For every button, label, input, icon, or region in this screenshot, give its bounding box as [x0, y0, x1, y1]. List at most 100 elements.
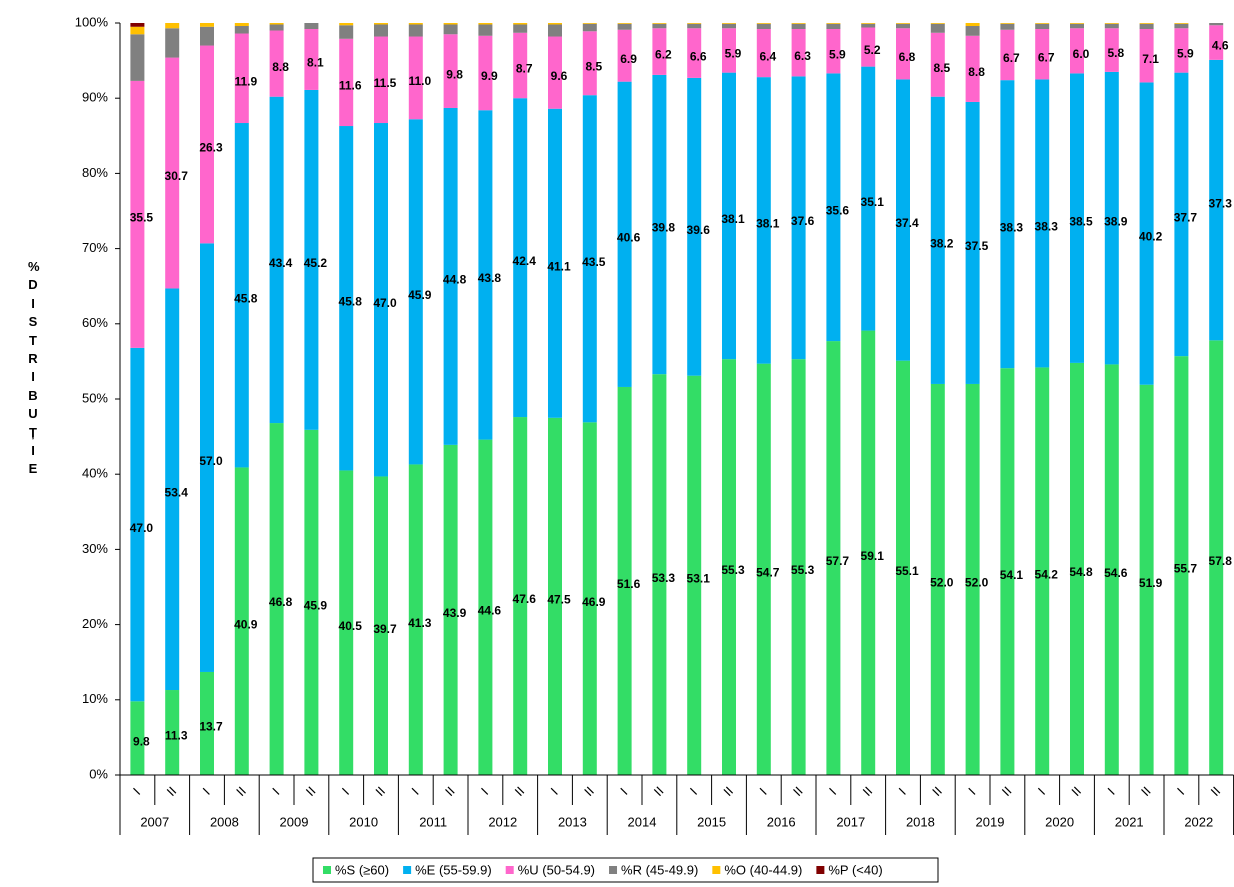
legend-label: %E (55-59.9)	[415, 862, 492, 877]
bar-segment	[269, 96, 284, 424]
value-label: 40.6	[617, 230, 641, 244]
bar-segment	[339, 25, 354, 39]
value-label: 9.8	[133, 734, 150, 748]
x-tick-label: I	[478, 785, 491, 798]
bar-segment	[443, 34, 458, 108]
value-label: 53.3	[652, 571, 676, 585]
value-label: 6.7	[1038, 50, 1055, 64]
bar-segment	[826, 341, 841, 775]
bar-segment	[652, 23, 667, 29]
value-label: 6.2	[655, 48, 672, 62]
bar-segment	[791, 23, 806, 30]
bar-segment	[200, 671, 214, 775]
value-label: 6.4	[759, 49, 776, 63]
value-label: 43.8	[478, 271, 502, 285]
bar-segment	[930, 23, 945, 33]
legend-label: %S (≥60)	[335, 862, 389, 877]
bar-segment	[582, 23, 597, 24]
bar-segment	[861, 27, 876, 67]
value-label: 9.9	[481, 69, 498, 83]
bar-segment	[756, 23, 771, 30]
x-tick-label: II	[164, 783, 180, 799]
year-label: 2015	[697, 814, 726, 829]
value-label: 37.3	[1209, 196, 1233, 210]
bar-segment	[1070, 23, 1084, 24]
value-label: 39.7	[373, 622, 397, 636]
value-label: 6.0	[1073, 47, 1090, 61]
bar-segment	[687, 23, 702, 24]
value-label: 13.7	[199, 720, 223, 734]
x-tick-label: II	[929, 783, 945, 799]
value-label: 44.6	[478, 603, 502, 617]
bar-segment	[1174, 72, 1189, 357]
y-tick-label: 100%	[75, 14, 109, 29]
x-tick-label: I	[1174, 785, 1187, 798]
bar-segment	[339, 38, 354, 127]
bar-segment	[443, 24, 458, 35]
bar-segment	[1104, 71, 1119, 365]
value-label: 43.5	[582, 255, 606, 269]
value-label: 51.9	[1139, 576, 1163, 590]
bar-segment	[617, 386, 632, 775]
value-label: 52.0	[965, 576, 989, 590]
year-label: 2011	[419, 814, 447, 829]
bar-segment	[861, 66, 876, 331]
bar-segment	[1209, 340, 1224, 775]
legend-swatch	[816, 866, 825, 874]
bar-segment	[1139, 29, 1154, 83]
bar-segment	[582, 422, 597, 775]
bar-segment	[548, 108, 562, 418]
bar-segment	[513, 417, 528, 775]
bar-segment	[339, 23, 354, 26]
bar-segment	[861, 23, 876, 24]
bar-segment	[1000, 29, 1015, 81]
bar-segment	[652, 23, 667, 24]
legend-swatch	[712, 866, 721, 874]
value-label: 40.2	[1139, 230, 1163, 244]
value-label: 5.8	[1107, 46, 1124, 60]
bar-segment	[374, 123, 388, 477]
value-label: 38.1	[756, 217, 780, 231]
bar-segment	[896, 28, 910, 80]
bar-segment	[1104, 364, 1119, 775]
value-label: 6.3	[794, 49, 811, 63]
bar-segment	[374, 24, 388, 37]
bar-segment	[200, 23, 214, 27]
x-tick-label: I	[1035, 785, 1048, 798]
bar-segment	[1070, 28, 1084, 74]
bar-segment	[687, 23, 702, 29]
value-label: 46.9	[582, 595, 606, 609]
value-label: 38.3	[1035, 220, 1059, 234]
y-tick-label: 10%	[82, 691, 108, 706]
bar-segment	[408, 119, 423, 465]
x-tick-label: II	[1068, 783, 1084, 799]
bar-segment	[687, 28, 702, 78]
value-label: 11.5	[374, 76, 397, 90]
value-label: 53.4	[165, 485, 189, 499]
year-label: 2018	[906, 814, 935, 829]
value-label: 45.9	[408, 288, 432, 302]
y-tick-label: 60%	[82, 315, 108, 330]
bar-segment	[722, 28, 736, 73]
x-tick-label: II	[512, 783, 528, 799]
bar-segment	[582, 95, 597, 423]
bar-segment	[1035, 23, 1050, 30]
bar-segment	[443, 444, 458, 775]
bar-segment	[1139, 384, 1154, 775]
bar-segment	[826, 29, 841, 74]
value-label: 6.7	[1003, 51, 1020, 65]
value-label: 11.3	[165, 729, 188, 743]
bar-segment	[339, 470, 354, 775]
bar-segment	[617, 23, 632, 24]
bar-segment	[1139, 23, 1154, 30]
bar-segment	[165, 57, 180, 289]
legend-label: %P (<40)	[828, 862, 882, 877]
x-tick-label: II	[1208, 783, 1224, 799]
bar-segment	[1104, 23, 1119, 29]
value-label: 7.1	[1142, 52, 1159, 66]
bar-segment	[165, 28, 180, 58]
bar-segment	[234, 123, 249, 468]
bar-segment	[339, 126, 354, 471]
bar-segment	[1104, 23, 1119, 24]
bar-segment	[478, 24, 493, 36]
